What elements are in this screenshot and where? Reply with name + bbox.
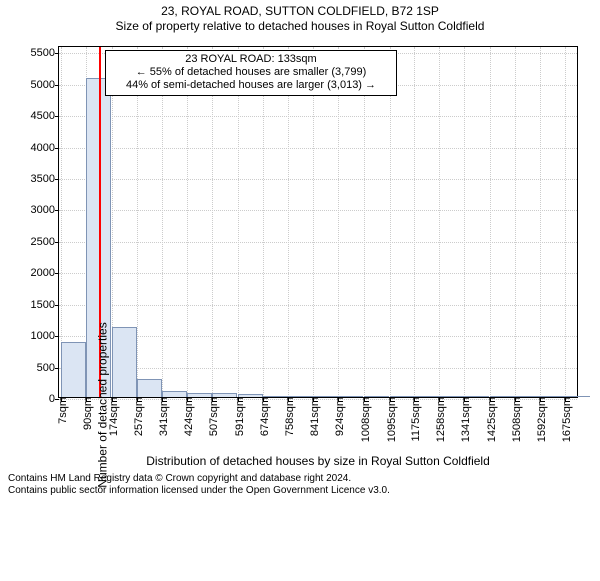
ytick-label: 3500 [31, 173, 59, 185]
ytick-label: 2000 [31, 267, 59, 279]
gridline-v [162, 47, 163, 397]
histogram-bar [313, 396, 338, 397]
histogram-bar [288, 396, 313, 397]
figure: 23, ROYAL ROAD, SUTTON COLDFIELD, B72 1S… [0, 0, 600, 500]
gridline-v [338, 47, 339, 397]
x-axis-label: Distribution of detached houses by size … [58, 454, 578, 468]
gridline-v [313, 47, 314, 397]
xtick-label: 1175sqm [406, 397, 422, 441]
xtick-label: 591sqm [230, 397, 246, 436]
histogram-bar [490, 396, 515, 397]
gridline-v [212, 47, 213, 397]
annotation-line: 23 ROYAL ROAD: 133sqm [112, 53, 390, 66]
histogram-bar [414, 396, 439, 397]
gridline-v [263, 47, 264, 397]
ytick-label: 5000 [31, 79, 59, 91]
histogram-bar [540, 396, 565, 397]
gridline-v [490, 47, 491, 397]
xtick-label: 674sqm [255, 397, 271, 436]
histogram-bar [187, 393, 212, 397]
xtick-label: 1008sqm [356, 397, 372, 442]
xtick-label: 507sqm [204, 397, 220, 436]
ytick-label: 2500 [31, 236, 59, 248]
xtick-label: 1675sqm [557, 397, 573, 442]
xtick-label: 841sqm [305, 397, 321, 436]
xtick-label: 758sqm [280, 397, 296, 436]
gridline-v [390, 47, 391, 397]
gridline-v [288, 47, 289, 397]
gridline-v [238, 47, 239, 397]
gridline-v [364, 47, 365, 397]
histogram-bar [162, 391, 187, 397]
xtick-label: 1508sqm [507, 397, 523, 442]
xtick-label: 1095sqm [382, 397, 398, 442]
ytick-label: 500 [37, 362, 59, 374]
ytick-label: 4500 [31, 110, 59, 122]
gridline-v [439, 47, 440, 397]
histogram-bar [338, 396, 363, 397]
y-axis-label: Number of detached properties [95, 229, 109, 581]
histogram-bar [137, 379, 162, 397]
annotation-line: 44% of semi-detached houses are larger (… [112, 79, 390, 92]
xtick-label: 424sqm [179, 397, 195, 436]
histogram-bar [212, 393, 237, 397]
histogram-bar [515, 396, 540, 397]
histogram-bar [263, 396, 288, 397]
xtick-label: 257sqm [129, 397, 145, 436]
ytick-label: 1000 [31, 330, 59, 342]
histogram-bar [238, 394, 263, 397]
histogram-bar [112, 327, 137, 397]
histogram-bar [439, 396, 464, 397]
gridline-v [187, 47, 188, 397]
histogram-bar [364, 396, 389, 397]
xtick-label: 924sqm [330, 397, 346, 436]
xtick-label: 90sqm [78, 397, 94, 430]
annotation-line: ← 55% of detached houses are smaller (3,… [112, 66, 390, 79]
histogram-bar [565, 396, 590, 397]
footer-line: Contains HM Land Registry data © Crown c… [8, 473, 390, 485]
xtick-label: 1425sqm [482, 397, 498, 442]
annotation-box: 23 ROYAL ROAD: 133sqm ← 55% of detached … [105, 50, 397, 96]
xtick-label: 7sqm [53, 397, 69, 424]
ytick-label: 1500 [31, 299, 59, 311]
gridline-v [515, 47, 516, 397]
copyright-footer: Contains HM Land Registry data © Crown c… [8, 473, 390, 497]
footer-line: Contains public sector information licen… [8, 485, 390, 497]
plot-area: 0500100015002000250030003500400045005000… [58, 46, 578, 398]
gridline-v [565, 47, 566, 397]
histogram-bar [61, 342, 86, 397]
ytick-label: 4000 [31, 142, 59, 154]
gridline-v [414, 47, 415, 397]
xtick-label: 1258sqm [431, 397, 447, 442]
xtick-label: 341sqm [154, 397, 170, 436]
gridline-v [464, 47, 465, 397]
ytick-label: 5500 [31, 47, 59, 59]
gridline-v [540, 47, 541, 397]
histogram-bar [390, 396, 415, 397]
gridline-v [137, 47, 138, 397]
title-line2: Size of property relative to detached ho… [0, 19, 600, 34]
xtick-label: 1341sqm [456, 397, 472, 442]
ytick-label: 3000 [31, 204, 59, 216]
title-line1: 23, ROYAL ROAD, SUTTON COLDFIELD, B72 1S… [0, 4, 600, 19]
xtick-label: 1592sqm [532, 397, 548, 442]
histogram-bar [464, 396, 489, 397]
title-block: 23, ROYAL ROAD, SUTTON COLDFIELD, B72 1S… [0, 0, 600, 34]
